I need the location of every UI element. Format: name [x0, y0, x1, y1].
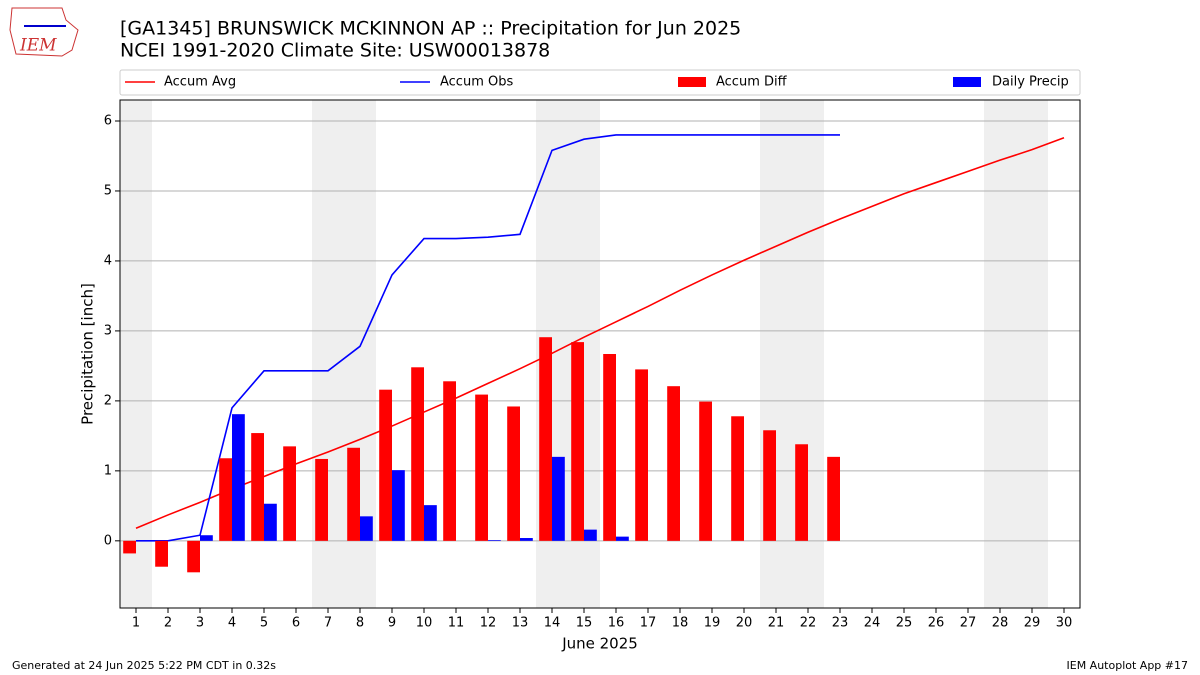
legend-label: Accum Obs [440, 75, 513, 90]
logo-text: IEM [19, 36, 57, 56]
bar [584, 529, 597, 541]
bar [539, 337, 552, 541]
x-tick-label: 20 [736, 616, 753, 631]
x-tick-label: 21 [768, 616, 785, 631]
legend-label: Daily Precip [992, 75, 1069, 90]
x-tick-label: 13 [512, 616, 529, 631]
chart-title: [GA1345] BRUNSWICK MCKINNON AP :: Precip… [120, 18, 741, 40]
x-axis-label: June 2025 [561, 635, 638, 653]
y-tick-label: 4 [104, 253, 112, 268]
bar [475, 394, 488, 541]
legend-label: Accum Avg [164, 75, 236, 90]
bar [315, 458, 328, 541]
bar [571, 342, 584, 541]
x-tick-label: 14 [544, 616, 561, 631]
bar [552, 456, 565, 541]
bar [507, 406, 520, 541]
bar [264, 503, 277, 541]
bar [232, 414, 245, 541]
bar [616, 536, 629, 541]
x-tick-label: 15 [576, 616, 593, 631]
legend-swatch [678, 77, 706, 87]
bar [251, 433, 264, 541]
x-tick-label: 28 [992, 616, 1009, 631]
bar [200, 535, 213, 541]
x-tick-label: 12 [480, 616, 497, 631]
bar [731, 416, 744, 541]
bar [635, 369, 648, 541]
x-tick-label: 4 [228, 616, 236, 631]
weekend-band [120, 100, 152, 608]
x-tick-label: 24 [864, 616, 881, 631]
weekend-band [984, 100, 1016, 608]
bar [603, 354, 616, 541]
x-tick-label: 26 [928, 616, 945, 631]
x-tick-label: 8 [356, 616, 364, 631]
x-tick-label: 17 [640, 616, 657, 631]
x-tick-label: 18 [672, 616, 689, 631]
bar [360, 516, 373, 541]
logo: IEM [9, 7, 79, 57]
y-tick-label: 5 [104, 183, 112, 198]
legend-box [119, 69, 1081, 96]
bar [827, 456, 840, 541]
x-tick-label: 19 [704, 616, 721, 631]
legend-label: Accum Diff [716, 75, 788, 90]
x-tick-label: 3 [196, 616, 204, 631]
bar [699, 401, 712, 541]
plot-frame [119, 99, 1081, 609]
bar [443, 381, 456, 541]
bar [155, 540, 168, 567]
logo-outline [9, 7, 79, 57]
x-tick-label: 2 [164, 616, 172, 631]
x-tick-label: 1 [132, 616, 140, 631]
footer-right: IEM Autoplot App #17 [1067, 659, 1189, 672]
x-tick-label: 29 [1024, 616, 1041, 631]
x-tick-label: 16 [608, 616, 625, 631]
bar [667, 386, 680, 541]
legend-swatch [953, 77, 981, 87]
weekend-band [1016, 100, 1048, 608]
x-tick-label: 9 [388, 616, 396, 631]
x-tick-label: 7 [324, 616, 332, 631]
y-axis-label: Precipitation [inch] [79, 283, 97, 425]
y-tick-label: 3 [104, 323, 112, 338]
chart-subtitle: NCEI 1991-2020 Climate Site: USW00013878 [120, 40, 550, 62]
bar [424, 505, 437, 541]
bar [187, 540, 200, 573]
x-tick-label: 25 [896, 616, 913, 631]
x-tick-label: 11 [448, 616, 465, 631]
x-tick-label: 10 [416, 616, 433, 631]
footer-left: Generated at 24 Jun 2025 5:22 PM CDT in … [12, 659, 276, 672]
bar [347, 447, 360, 541]
bar [392, 470, 405, 541]
x-tick-label: 6 [292, 616, 300, 631]
series-line [136, 134, 840, 542]
y-tick-label: 0 [104, 533, 112, 548]
x-tick-label: 27 [960, 616, 977, 631]
bar [520, 538, 533, 541]
bar [219, 458, 232, 541]
bar [379, 389, 392, 541]
x-tick-label: 22 [800, 616, 817, 631]
y-tick-label: 6 [104, 113, 112, 128]
y-tick-label: 1 [104, 463, 112, 478]
bar [411, 367, 424, 541]
x-tick-label: 5 [260, 616, 268, 631]
bar [283, 446, 296, 541]
x-tick-label: 30 [1056, 616, 1073, 631]
x-tick-label: 23 [832, 616, 849, 631]
bar [795, 444, 808, 541]
bar [123, 540, 136, 554]
y-tick-label: 2 [104, 393, 112, 408]
bar [488, 540, 501, 541]
bar [763, 430, 776, 541]
